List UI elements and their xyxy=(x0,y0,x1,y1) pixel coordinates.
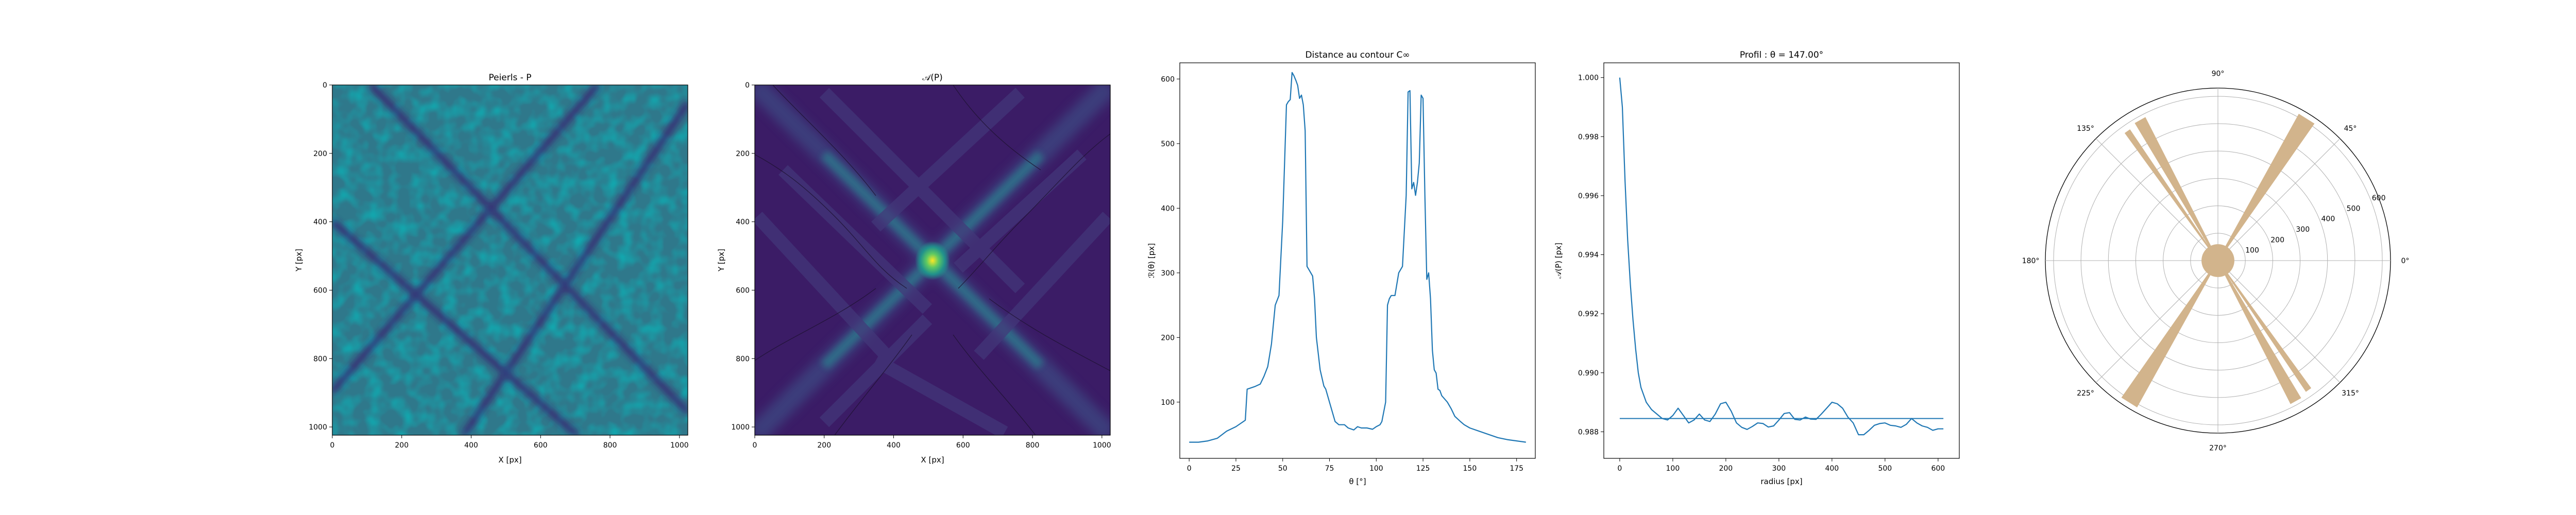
x-tick-label: 400 xyxy=(1825,465,1839,473)
x-tick-label: 200 xyxy=(1719,465,1733,473)
polar-theta-label: 225° xyxy=(2077,389,2094,398)
y-tick-label: 600 xyxy=(1161,75,1175,83)
x-tick-label: 500 xyxy=(1878,465,1892,473)
distance-ylabel: ℛ(θ) [px] xyxy=(1147,243,1156,278)
polar-r-label: 500 xyxy=(2347,204,2361,213)
x-tick-label: 25 xyxy=(1231,465,1241,473)
x-tick-label: 800 xyxy=(1026,441,1040,450)
polar-wedge xyxy=(2217,260,2301,404)
x-tick-label: 0 xyxy=(753,441,757,450)
x-tick-label: 400 xyxy=(464,441,478,450)
x-tick-label: 600 xyxy=(956,441,970,450)
profile-xlabel: radius [px] xyxy=(1760,477,1802,486)
profile-title: Profil : θ = 147.00° xyxy=(1740,50,1823,60)
y-tick-label: 1000 xyxy=(309,423,327,432)
polar-r-label: 100 xyxy=(2245,247,2259,255)
x-tick-label: 175 xyxy=(1510,465,1523,473)
x-tick-label: 0 xyxy=(1187,465,1192,473)
polar-wedge xyxy=(2134,117,2218,261)
x-tick-label: 75 xyxy=(1325,465,1334,473)
x-tick-label: 400 xyxy=(887,441,901,450)
polar-theta-label: 315° xyxy=(2342,389,2359,398)
series-line xyxy=(1619,77,1944,436)
polar-theta-label: 270° xyxy=(2209,444,2227,452)
x-tick-label: 0 xyxy=(330,441,335,450)
y-tick-label: 0.992 xyxy=(1578,310,1599,318)
y-tick-label: 100 xyxy=(1161,399,1175,407)
autocorr-ylabel: Y [px] xyxy=(717,249,726,272)
polar-theta-label: 90° xyxy=(2212,70,2225,78)
y-tick-label: 0.998 xyxy=(1578,133,1599,141)
profile-panel: Profil : θ = 147.00° 0 100 200 300 400 500 600… xyxy=(1554,50,1960,486)
y-tick-label: 400 xyxy=(313,218,327,227)
polar-theta-grid xyxy=(2095,138,2218,261)
distance-xlabel: θ [°] xyxy=(1349,477,1366,486)
x-tick-label: 125 xyxy=(1416,465,1430,473)
y-tick-label: 800 xyxy=(736,355,750,363)
y-tick-label: 200 xyxy=(736,150,750,158)
polar-theta-grid xyxy=(2095,260,2218,383)
x-tick-label: 600 xyxy=(534,441,548,450)
y-tick-label: 1.000 xyxy=(1578,74,1599,82)
x-tick-label: 600 xyxy=(1931,465,1945,473)
y-tick-label: 0.994 xyxy=(1578,251,1599,260)
polar-theta-label: 135° xyxy=(2077,125,2094,133)
polar-theta-label: 0° xyxy=(2401,257,2410,265)
y-tick-label: 1000 xyxy=(731,423,750,432)
polar-wedge xyxy=(2217,260,2312,392)
y-tick-label: 400 xyxy=(736,218,750,227)
x-tick-label: 50 xyxy=(1278,465,1287,473)
polar-wedge xyxy=(2124,129,2218,261)
polar-r-label: 200 xyxy=(2270,236,2284,244)
y-tick-label: 0.988 xyxy=(1578,428,1599,436)
y-tick-label: 500 xyxy=(1161,140,1175,148)
x-tick-label: 1000 xyxy=(670,441,689,450)
x-tick-label: 0 xyxy=(1617,465,1622,473)
polar-theta-grid xyxy=(2217,260,2341,383)
profile-ylabel: 𝒜(P) [px] xyxy=(1554,243,1563,279)
y-tick-label: 0 xyxy=(745,81,750,90)
polar-theta-label: 45° xyxy=(2344,125,2357,133)
y-tick-label: 200 xyxy=(1161,334,1175,342)
polar-panel: 0° 45° 90° 135° 180° 225° 270° 315° 100 200 300 400… xyxy=(2022,70,2410,453)
polar-theta-label: 180° xyxy=(2022,257,2040,265)
y-tick-label: 200 xyxy=(313,150,327,158)
x-tick-label: 300 xyxy=(1772,465,1786,473)
polar-wedge xyxy=(2121,260,2218,408)
autocorr-image xyxy=(755,85,1110,435)
y-tick-label: 800 xyxy=(313,355,327,363)
x-tick-label: 200 xyxy=(395,441,409,450)
x-tick-label: 200 xyxy=(817,441,831,450)
y-tick-label: 0.990 xyxy=(1578,369,1599,377)
polar-theta-grid xyxy=(2217,138,2341,261)
peierls-image xyxy=(332,85,688,435)
y-tick-label: 0 xyxy=(323,81,327,90)
polar-r-label: 600 xyxy=(2372,194,2386,202)
y-tick-label: 600 xyxy=(736,286,750,295)
y-tick-label: 0.996 xyxy=(1578,192,1599,200)
x-tick-label: 800 xyxy=(603,441,617,450)
autocorr-title: 𝒜(P) xyxy=(922,73,943,83)
peierls-panel: Peierls - P 0 200 400 600 800 100002004006008… xyxy=(294,73,689,465)
autocorr-panel: 𝒜(P) xyxy=(717,73,1111,465)
distance-panel: Distance au contour C∞ 0 25 50 75 100 125 150 1… xyxy=(1147,50,1536,486)
peierls-title: Peierls - P xyxy=(488,73,531,83)
series-line xyxy=(1189,72,1526,443)
x-tick-label: 1000 xyxy=(1093,441,1111,450)
polar-r-label: 400 xyxy=(2321,215,2335,224)
x-tick-label: 100 xyxy=(1369,465,1383,473)
peierls-ylabel: Y [px] xyxy=(294,249,303,272)
y-tick-label: 400 xyxy=(1161,204,1175,213)
autocorr-xlabel: X [px] xyxy=(921,455,944,465)
polar-wedge xyxy=(2217,113,2315,261)
distance-title: Distance au contour C∞ xyxy=(1305,50,1410,60)
peierls-xlabel: X [px] xyxy=(498,455,521,465)
x-tick-label: 100 xyxy=(1666,465,1680,473)
y-tick-label: 600 xyxy=(313,286,327,295)
x-tick-label: 150 xyxy=(1463,465,1477,473)
y-tick-label: 300 xyxy=(1161,269,1175,278)
polar-r-label: 300 xyxy=(2296,226,2310,234)
polar-core xyxy=(2201,244,2234,277)
